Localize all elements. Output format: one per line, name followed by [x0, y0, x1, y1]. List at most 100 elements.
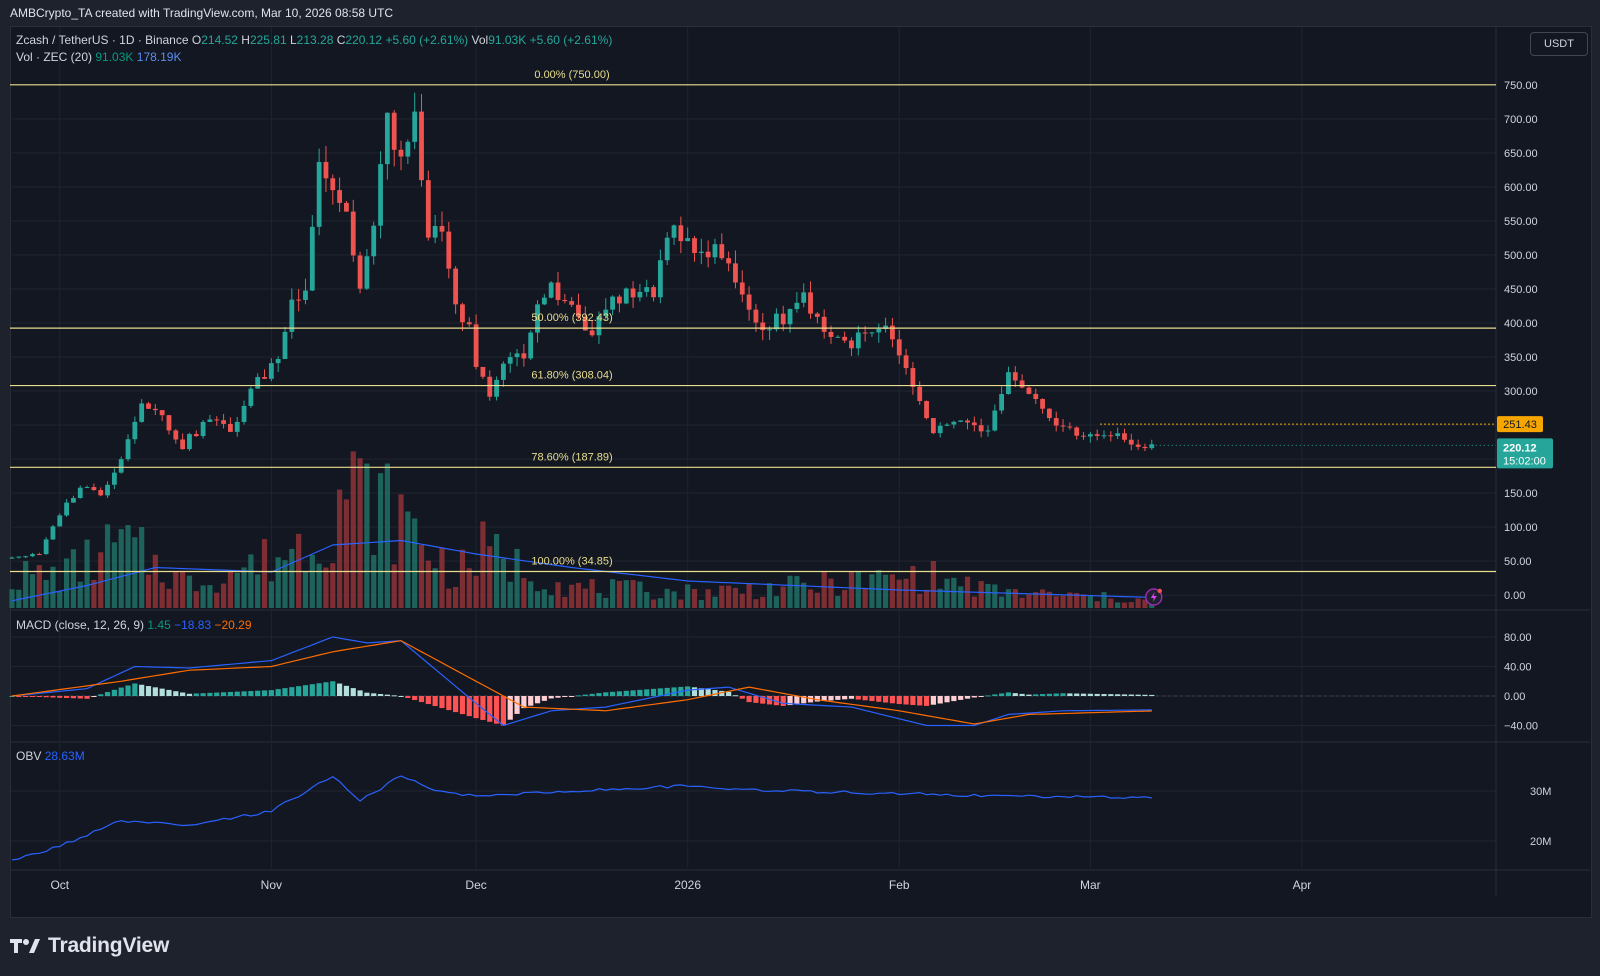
candle-body: [16, 556, 22, 558]
symbol-name[interactable]: Zcash / TetherUS · 1D · Binance: [16, 33, 189, 47]
candle-body: [965, 420, 970, 423]
time-axis-label: Feb: [889, 878, 910, 892]
macd-histogram-bar: [357, 690, 363, 696]
macd-signal-line: [11, 640, 1152, 725]
macd-histogram-bar: [1087, 693, 1093, 696]
macd-histogram-bar: [220, 692, 227, 696]
macd-histogram-bar: [616, 691, 623, 696]
candle-body: [466, 322, 472, 325]
volume-bar: [302, 571, 309, 608]
candle-body: [849, 340, 854, 349]
candle-body: [494, 379, 499, 397]
candle-body: [57, 515, 63, 527]
candle-body: [337, 190, 342, 203]
price-axis-tick: 400.00: [1504, 318, 1538, 330]
macd-histogram-bar: [1067, 693, 1073, 696]
candle-body: [862, 332, 868, 334]
macd-histogram-bar: [384, 694, 390, 696]
volume-bar: [685, 584, 691, 608]
macd-legend-signal: −20.29: [214, 618, 252, 632]
candle-body: [903, 355, 909, 369]
volume-legend-name[interactable]: Vol · ZEC (20): [16, 50, 93, 64]
macd-histogram-bar: [193, 693, 199, 696]
volume-bar: [1128, 602, 1134, 608]
tradingview-brand[interactable]: TradingView: [10, 934, 169, 958]
candle-body: [268, 363, 274, 379]
obv-line: [11, 775, 1152, 861]
candle-body: [507, 357, 513, 364]
volume-bar: [1080, 594, 1087, 608]
candle-body: [814, 313, 820, 317]
fib-level-label: 50.00% (392.43): [531, 312, 612, 324]
macd-histogram-bar: [760, 696, 766, 704]
macd-histogram-bar: [869, 696, 875, 702]
macd-histogram-bar: [309, 684, 315, 696]
candle-body: [1128, 439, 1134, 445]
macd-legend: MACD (close, 12, 26, 9) 1.45 −18.83 −20.…: [16, 618, 252, 632]
candle-body: [842, 336, 848, 341]
candle-body: [412, 111, 418, 142]
candle-body: [835, 336, 841, 338]
macd-histogram-bar: [1005, 692, 1012, 696]
macd-histogram-bar: [889, 696, 896, 704]
time-axis-label: Nov: [261, 878, 282, 892]
currency-button[interactable]: USDT: [1530, 32, 1588, 56]
candle-body: [43, 539, 49, 555]
macd-histogram-bar: [1033, 694, 1039, 696]
candle-body: [132, 421, 138, 440]
volume-bar: [330, 563, 336, 608]
fib-level-label: 78.60% (187.89): [531, 451, 612, 463]
volume-bar: [507, 581, 513, 608]
macd-histogram-bar: [330, 681, 336, 696]
volume-ma-line: [11, 539, 1152, 602]
volume-bar: [180, 571, 186, 608]
macd-histogram-bar: [698, 688, 704, 696]
candle-body: [712, 244, 718, 258]
volume-bar: [1060, 595, 1066, 608]
volume-bar: [596, 593, 602, 608]
macd-legend-name[interactable]: MACD (close, 12, 26, 9): [16, 618, 145, 632]
macd-histogram-bar: [923, 696, 930, 706]
volume-bar: [1005, 589, 1012, 608]
macd-line: [11, 636, 1152, 727]
macd-histogram-bar: [125, 685, 131, 696]
candle-body: [139, 403, 145, 422]
volume-bar: [118, 529, 124, 608]
vol-label: Vol: [471, 33, 489, 47]
candle-body: [780, 313, 786, 325]
candle-body: [460, 304, 465, 323]
macd-histogram-bar: [958, 696, 964, 700]
candle-body: [589, 330, 595, 336]
price-axis-tick: 750.00: [1504, 80, 1538, 92]
candle-body: [978, 425, 984, 432]
candle-body: [364, 256, 370, 289]
candle-body: [1006, 372, 1011, 395]
macd-histogram-bar: [84, 696, 90, 699]
candle-body: [1040, 398, 1045, 409]
candle-body: [105, 484, 110, 496]
macd-histogram-bar: [473, 696, 479, 719]
candle-body: [419, 111, 424, 181]
price-axis-tick: 0.00: [1504, 590, 1525, 602]
macd-histogram-bar: [999, 693, 1005, 696]
macd-histogram-bar: [1142, 694, 1148, 696]
c-value: 220.12: [345, 33, 383, 47]
macd-histogram-bar: [316, 683, 322, 696]
volume-bar: [439, 548, 445, 608]
fib-level-label: 100.00% (34.85): [531, 555, 612, 567]
candle-body: [207, 419, 213, 422]
candle-body: [1067, 426, 1073, 428]
macd-histogram-bar: [1046, 693, 1052, 696]
volume-bar: [289, 548, 295, 608]
candle-body: [535, 304, 540, 333]
obv-legend-name[interactable]: OBV: [16, 749, 42, 763]
volume-bar: [152, 554, 158, 608]
candle-body: [64, 502, 69, 516]
macd-histogram-bar: [23, 696, 29, 697]
candle-body: [555, 282, 561, 300]
candle-body: [801, 292, 807, 303]
volume-bar: [664, 588, 670, 608]
candle-body: [685, 238, 691, 242]
volume-bar: [541, 589, 547, 608]
